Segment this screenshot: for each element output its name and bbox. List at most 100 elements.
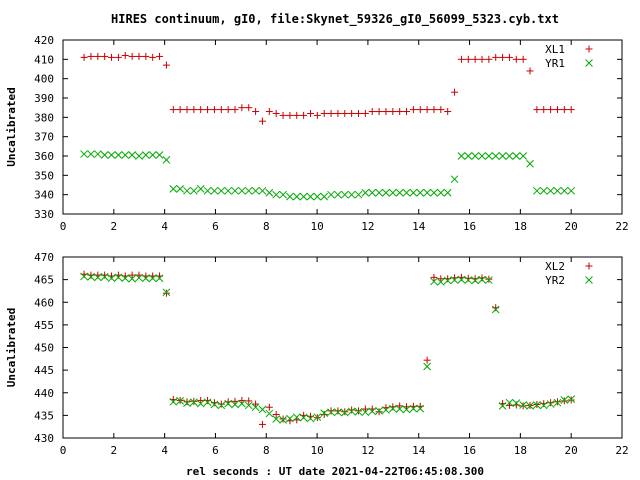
data-point-YR1 bbox=[334, 190, 342, 199]
data-point-YR1 bbox=[114, 151, 123, 159]
data-point-YR2 bbox=[430, 277, 438, 286]
legend-label-YR2: YR2 bbox=[545, 274, 565, 287]
data-point-YR1 bbox=[423, 188, 431, 197]
data-point-XL1 bbox=[368, 108, 376, 116]
data-point-YR2 bbox=[244, 401, 253, 410]
data-point-XL1 bbox=[457, 55, 465, 63]
data-point-XL2 bbox=[320, 410, 328, 418]
data-point-YR2 bbox=[485, 276, 493, 284]
data-point-YR1 bbox=[313, 192, 322, 201]
x-tick-label: 22 bbox=[615, 444, 628, 457]
data-point-XL2 bbox=[245, 397, 253, 405]
data-point-YR2 bbox=[121, 274, 130, 283]
y-tick-label: 470 bbox=[34, 251, 54, 264]
data-point-XL1 bbox=[87, 52, 95, 60]
data-point-YR1 bbox=[539, 186, 548, 195]
data-point-YR2 bbox=[292, 413, 301, 422]
data-point-YR2 bbox=[382, 406, 390, 414]
data-point-XL1 bbox=[217, 106, 225, 114]
data-point-YR2 bbox=[395, 405, 404, 413]
data-point-XL1 bbox=[135, 52, 143, 60]
data-point-YR2 bbox=[567, 395, 576, 403]
data-point-YR2 bbox=[107, 274, 116, 283]
x-tick-label: 20 bbox=[565, 220, 578, 233]
data-point-YR1 bbox=[190, 186, 198, 195]
data-point-YR1 bbox=[128, 151, 136, 159]
data-point-YR1 bbox=[388, 188, 397, 197]
data-point-XL1 bbox=[389, 108, 397, 116]
data-point-YR2 bbox=[409, 404, 418, 413]
data-point-YR1 bbox=[553, 186, 562, 195]
data-point-YR1 bbox=[491, 152, 500, 160]
data-point-XL2 bbox=[183, 398, 191, 406]
series-YR2 bbox=[80, 272, 576, 424]
data-point-YR1 bbox=[244, 186, 253, 195]
data-point-YR1 bbox=[93, 150, 102, 158]
x-tick-label: 10 bbox=[310, 444, 323, 457]
data-point-YR2 bbox=[457, 275, 466, 284]
data-point-XL1 bbox=[396, 108, 404, 116]
data-point-XL1 bbox=[416, 106, 424, 114]
data-point-XL2 bbox=[355, 407, 363, 415]
data-point-YR1 bbox=[258, 186, 267, 195]
data-point-YR1 bbox=[382, 188, 390, 197]
y-axis-label-top: Uncalibrated bbox=[5, 87, 18, 166]
legend-label-YR1: YR1 bbox=[545, 57, 565, 70]
data-point-XL1 bbox=[252, 108, 260, 116]
data-point-YR1 bbox=[471, 152, 479, 160]
data-point-YR1 bbox=[80, 150, 88, 158]
y-tick-label: 455 bbox=[34, 319, 54, 332]
data-point-YR1 bbox=[327, 190, 335, 199]
data-point-XL1 bbox=[265, 108, 273, 116]
data-point-YR1 bbox=[498, 152, 507, 160]
data-point-XL1 bbox=[224, 106, 232, 114]
data-point-XL2 bbox=[348, 406, 356, 414]
data-point-XL1 bbox=[409, 106, 417, 114]
data-point-YR2 bbox=[162, 288, 171, 297]
data-point-YR2 bbox=[471, 276, 479, 285]
data-point-XL1 bbox=[540, 106, 548, 114]
data-point-YR2 bbox=[388, 404, 397, 413]
y-tick-label: 390 bbox=[34, 92, 54, 105]
data-point-XL1 bbox=[471, 55, 479, 63]
data-point-YR1 bbox=[169, 185, 178, 193]
x-tick-label: 14 bbox=[412, 444, 426, 457]
data-point-XL1 bbox=[567, 106, 575, 114]
data-point-XL1 bbox=[197, 106, 205, 114]
data-point-YR1 bbox=[436, 188, 445, 197]
data-point-YR1 bbox=[409, 188, 418, 197]
data-point-XL1 bbox=[361, 109, 369, 117]
data-point-XL1 bbox=[519, 55, 527, 63]
data-point-YR1 bbox=[464, 152, 473, 160]
x-tick-label: 0 bbox=[60, 444, 67, 457]
data-point-XL1 bbox=[382, 108, 390, 116]
y-tick-label: 330 bbox=[34, 208, 54, 221]
data-point-XL1 bbox=[423, 106, 431, 114]
data-point-YR2 bbox=[464, 276, 473, 284]
data-point-YR2 bbox=[306, 414, 315, 423]
data-point-YR2 bbox=[238, 399, 246, 408]
data-point-YR2 bbox=[135, 273, 143, 282]
data-point-YR2 bbox=[231, 400, 239, 409]
data-point-XL1 bbox=[512, 55, 520, 63]
x-tick-label: 14 bbox=[412, 220, 426, 233]
data-point-YR1 bbox=[505, 152, 514, 160]
data-point-YR2 bbox=[313, 413, 322, 422]
data-point-YR2 bbox=[491, 305, 500, 314]
data-point-YR1 bbox=[375, 188, 383, 197]
data-point-YR2 bbox=[402, 405, 411, 414]
data-point-YR2 bbox=[128, 274, 136, 283]
data-point-YR1 bbox=[162, 156, 171, 164]
y-tick-label: 350 bbox=[34, 169, 54, 182]
data-point-XL2 bbox=[217, 400, 225, 408]
data-point-XL2 bbox=[567, 396, 575, 404]
data-point-YR2 bbox=[450, 276, 459, 284]
data-point-YR1 bbox=[217, 186, 226, 195]
x-axis-label: rel seconds : UT date 2021-04-22T06:45:0… bbox=[186, 465, 484, 478]
x-tick-label: 2 bbox=[111, 444, 118, 457]
data-point-XL1 bbox=[451, 88, 459, 96]
y-tick-label: 440 bbox=[34, 387, 54, 400]
data-point-YR2 bbox=[539, 401, 548, 410]
data-point-YR2 bbox=[272, 415, 281, 423]
y-tick-label: 340 bbox=[34, 189, 54, 202]
